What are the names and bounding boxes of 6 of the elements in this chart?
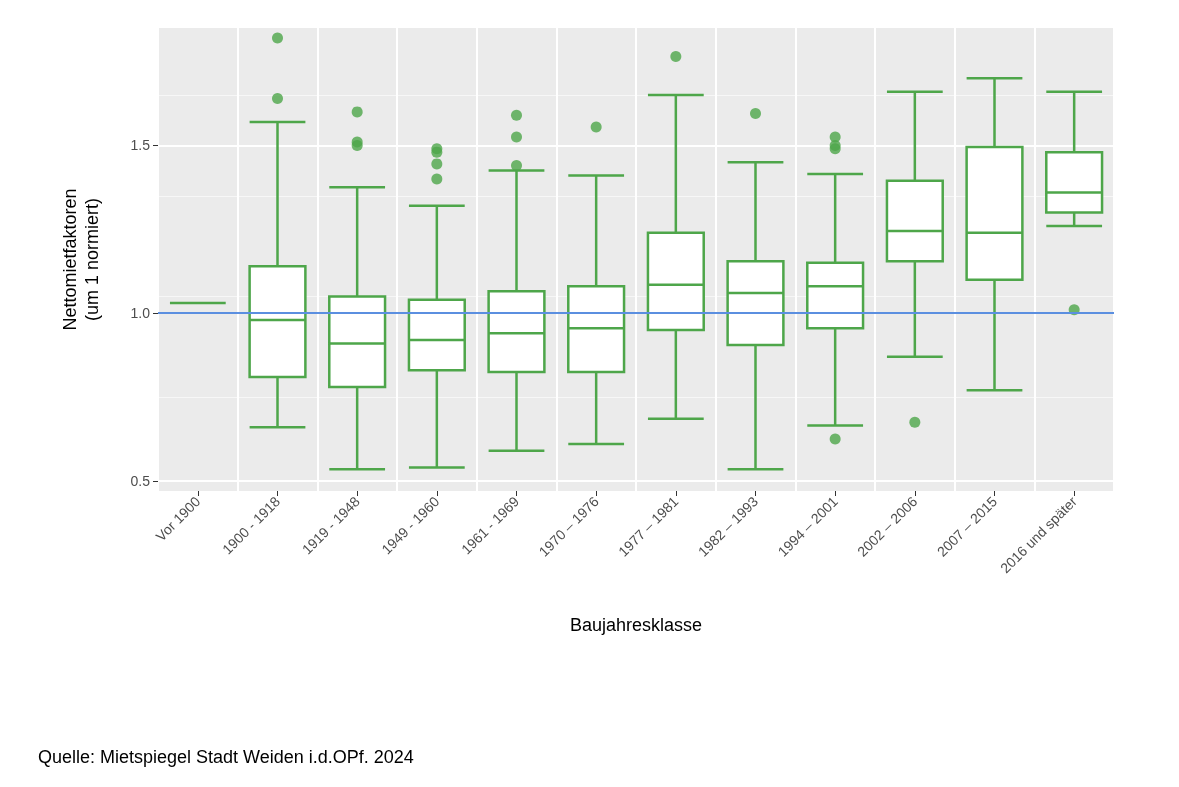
x-axis-title: Baujahresklasse [569, 615, 703, 635]
y-tick-label: 0.5 [130, 472, 151, 489]
y-tick-label: 1.0 [130, 305, 151, 322]
y-tick-label: 1.5 [130, 137, 151, 154]
source-note: Quelle: Mietspiegel Stadt Weiden i.d.OPf. 2024 [38, 747, 414, 767]
y-axis-title: Nettomietfaktoren (um 1 normiert) [60, 188, 102, 331]
